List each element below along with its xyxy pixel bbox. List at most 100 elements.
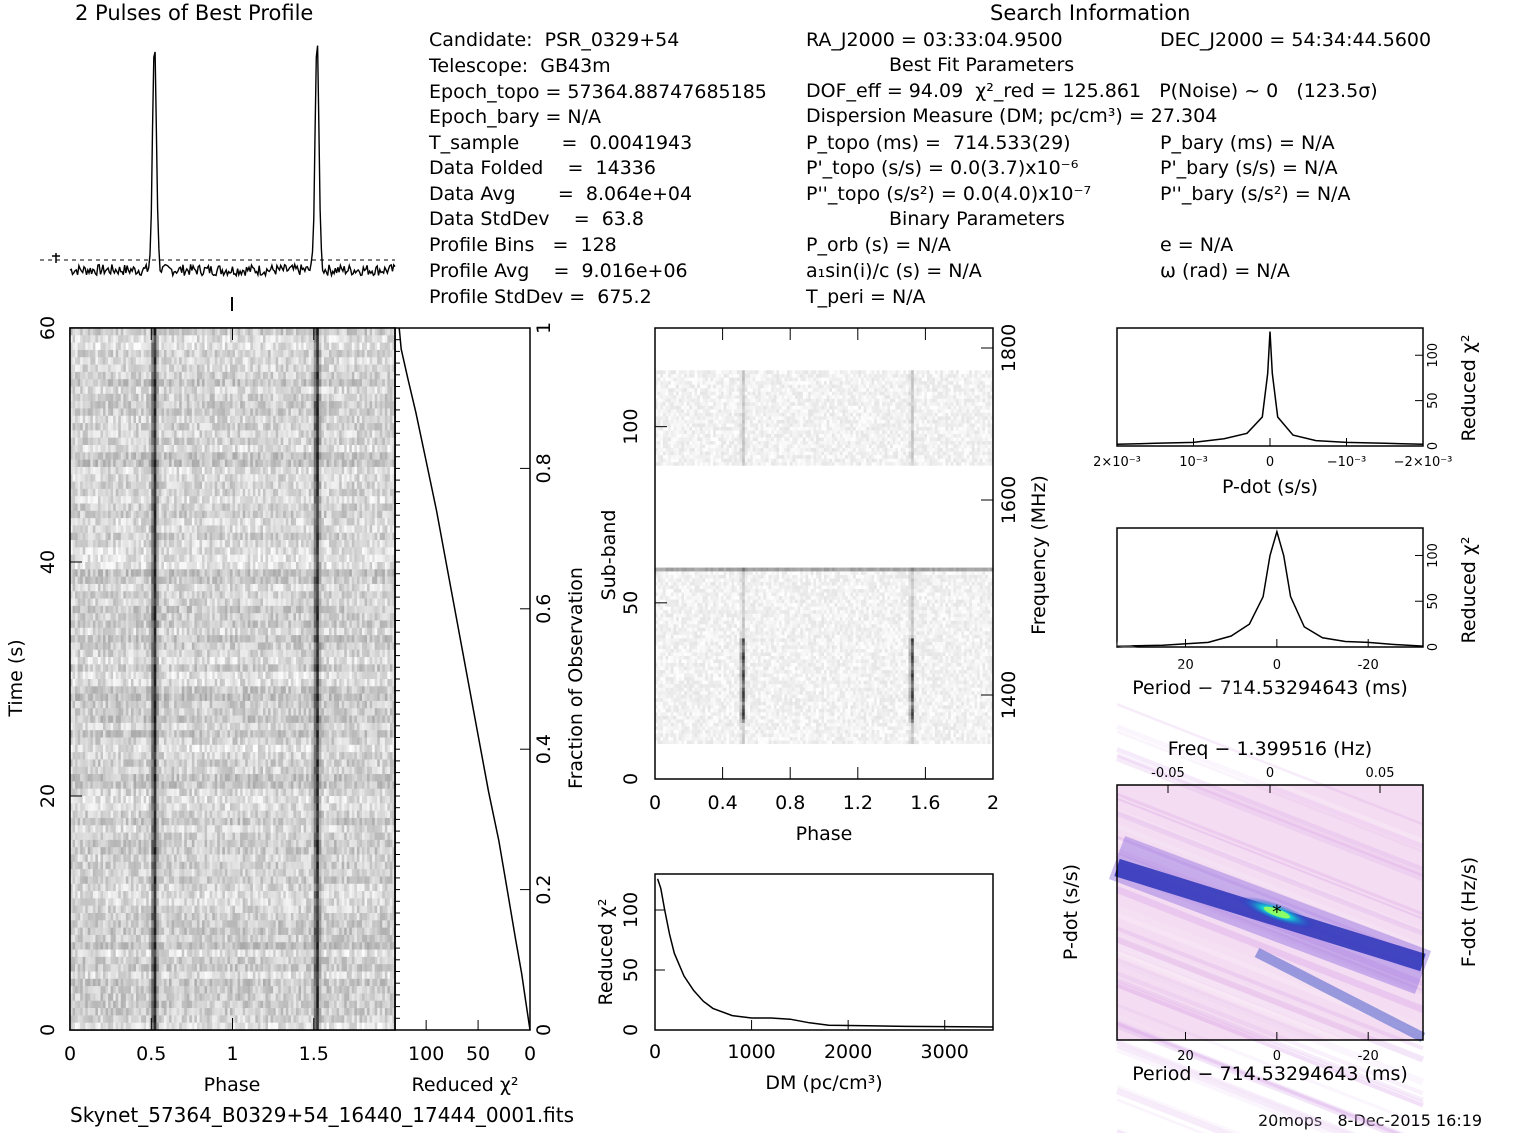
pddot-bary-line: P''_bary (s/s²) = N/A bbox=[1160, 183, 1350, 205]
time-phase-ylabel: Time (s) bbox=[5, 639, 27, 717]
ppdot-x2tick-label: 0 bbox=[1266, 766, 1274, 781]
subband-y2label: Frequency (MHz) bbox=[1028, 475, 1050, 635]
pdot-topo-line: P'_topo (s/s) = 0.0(3.7)x10⁻⁶ bbox=[806, 157, 1078, 179]
binary-heading: Binary Parameters bbox=[889, 208, 1065, 230]
chi-fraction-ylabel: Fraction of Observation bbox=[565, 567, 587, 789]
ptopo-line: P_topo (ms) = 714.533(29) bbox=[806, 132, 1071, 154]
ecc-line: e = N/A bbox=[1160, 234, 1233, 256]
dec-line: DEC_J2000 = 54:34:44.5600 bbox=[1160, 29, 1431, 51]
period-chi-xlabel: Period − 714.53294643 (ms) bbox=[1132, 677, 1408, 699]
dm-chi-line bbox=[656, 878, 994, 1028]
data-avg-line: Data Avg = 8.064e+04 bbox=[429, 183, 692, 205]
pdot-chi-ytick-label: 0 bbox=[1426, 442, 1441, 450]
subband-ytick-label: 0 bbox=[620, 773, 642, 785]
subband-xtick-label: 2 bbox=[987, 792, 999, 814]
ra-line: RA_J2000 = 03:33:04.9500 bbox=[806, 29, 1063, 51]
profile-avg-line: Profile Avg = 9.016e+06 bbox=[429, 260, 688, 282]
period-chi-ytick-label: 100 bbox=[1426, 543, 1441, 568]
dm-chi-xtick-label: 3000 bbox=[921, 1041, 969, 1063]
pdot-chi-xtick-label: 2×10⁻³ bbox=[1093, 455, 1141, 470]
chi-fraction-xlabel: Reduced χ² bbox=[412, 1074, 519, 1096]
pdot-chi-xtick-label: −10⁻³ bbox=[1327, 455, 1367, 470]
pdot-chi-xtick-label: −2×10⁻³ bbox=[1394, 455, 1453, 470]
ppdot-peak-core bbox=[1263, 906, 1291, 919]
subband-xtick-label: 0 bbox=[649, 792, 661, 814]
pdot-chi-xlabel: P-dot (s/s) bbox=[1222, 476, 1318, 498]
subband-y2tick-label: 1600 bbox=[998, 476, 1020, 524]
chi-fraction-xtick-label: 0 bbox=[524, 1043, 536, 1065]
footer-timestamp: 20mops 8-Dec-2015 16:19 bbox=[1258, 1110, 1482, 1132]
epoch-bary-line: Epoch_bary = N/A bbox=[429, 106, 601, 128]
search-info-title: Search Information bbox=[990, 2, 1190, 24]
subband-y2tick-label: 1800 bbox=[998, 324, 1020, 372]
ppdot-best-marker: * bbox=[1272, 902, 1282, 924]
dm-chi-xtick-label: 1000 bbox=[727, 1041, 775, 1063]
subband-ytick-label: 100 bbox=[620, 409, 642, 445]
candidate-line: Candidate: PSR_0329+54 bbox=[429, 29, 679, 51]
subband-xlabel: Phase bbox=[796, 823, 853, 845]
time-phase-xlabel: Phase bbox=[204, 1074, 261, 1096]
subband-ytick-label: 50 bbox=[620, 591, 642, 615]
time-phase-ytick-label: 40 bbox=[37, 550, 59, 574]
ppdot-xtick-label: -20 bbox=[1358, 1049, 1379, 1064]
dm-chi-ytick-label: 50 bbox=[620, 958, 642, 982]
period-chi-xtick-label: 20 bbox=[1177, 658, 1194, 673]
ppdot-xlabel: Period − 714.53294643 (ms) bbox=[1132, 1063, 1408, 1085]
pdot-chi-ytick-label: 100 bbox=[1426, 343, 1441, 368]
time-phase-xtick-label: 0 bbox=[64, 1043, 76, 1065]
period-chi-ytick-label: 50 bbox=[1426, 593, 1441, 610]
pdot-chi-frame bbox=[1116, 327, 1424, 447]
chi-fraction-ytick-label: 0.6 bbox=[533, 594, 555, 624]
ppdot-x2tick-label: -0.05 bbox=[1151, 766, 1185, 781]
subband-y2tick-label: 1400 bbox=[998, 671, 1020, 719]
time-phase-xtick-label: 1.5 bbox=[299, 1043, 329, 1065]
best-fit-heading: Best Fit Parameters bbox=[889, 54, 1074, 76]
subband-xtick-label: 1.6 bbox=[910, 792, 940, 814]
ppdot-ylabel: P-dot (s/s) bbox=[1060, 864, 1082, 960]
epoch-topo-line: Epoch_topo = 57364.88747685185 bbox=[429, 81, 767, 103]
ppdot-xtick-label: 20 bbox=[1177, 1049, 1194, 1064]
dm-line: Dispersion Measure (DM; pc/cm³) = 27.304 bbox=[806, 105, 1217, 127]
time-phase-cells bbox=[70, 328, 396, 1031]
profile-line bbox=[69, 45, 396, 278]
chi-fraction-xtick-label: 50 bbox=[466, 1043, 490, 1065]
dm-chi-xtick-label: 2000 bbox=[824, 1041, 872, 1063]
chi-fraction-frame bbox=[394, 327, 531, 1031]
dm-chi-xtick-label: 0 bbox=[649, 1041, 661, 1063]
pdot-chi-ylabel: Reduced χ² bbox=[1458, 335, 1480, 442]
chi-fraction-ytick-label: 0 bbox=[533, 1024, 555, 1036]
time-phase-ytick-label: 60 bbox=[37, 316, 59, 340]
subband-xtick-label: 0.4 bbox=[707, 792, 737, 814]
subband-frame bbox=[654, 327, 994, 780]
omega-line: ω (rad) = N/A bbox=[1160, 260, 1290, 282]
time-phase-ytick-label: 0 bbox=[37, 1024, 59, 1036]
ppdot-y2label: F-dot (Hz/s) bbox=[1458, 857, 1480, 967]
dm-chi-frame bbox=[654, 873, 994, 1031]
time-phase-ytick-label: 20 bbox=[37, 784, 59, 808]
subband-xtick-label: 0.8 bbox=[775, 792, 805, 814]
chi-fraction-line bbox=[398, 327, 531, 1031]
asini-line: a₁sin(i)/c (s) = N/A bbox=[806, 260, 982, 282]
chi-fraction-ytick-label: 1 bbox=[533, 322, 555, 334]
data-folded-line: Data Folded = 14336 bbox=[429, 157, 656, 179]
period-chi-ylabel: Reduced χ² bbox=[1458, 537, 1480, 644]
ppdot-band-lower bbox=[1254, 948, 1426, 1042]
data-stddev-line: Data StdDev = 63.8 bbox=[429, 208, 644, 230]
chi-fraction-ytick-label: 0.4 bbox=[533, 734, 555, 764]
subband-xtick-label: 1.2 bbox=[843, 792, 873, 814]
period-chi-frame bbox=[1116, 527, 1424, 648]
period-chi-ytick-label: 0 bbox=[1426, 643, 1441, 651]
profile-stddev-line: Profile StdDev = 675.2 bbox=[429, 286, 652, 308]
chi-fraction-ytick-label: 0.2 bbox=[533, 874, 555, 904]
profile-title: 2 Pulses of Best Profile bbox=[75, 2, 313, 24]
period-chi-line bbox=[1116, 528, 1424, 647]
dof-line: DOF_eff = 94.09 χ²_red = 125.861 P(Noise… bbox=[806, 80, 1378, 102]
dm-chi-ytick-label: 0 bbox=[620, 1024, 642, 1036]
dm-chi-ytick-label: 100 bbox=[620, 892, 642, 928]
subband-cells bbox=[655, 370, 994, 745]
pdot-chi-xtick-label: 10⁻³ bbox=[1179, 455, 1208, 470]
pdot-chi-ytick-label: 50 bbox=[1426, 392, 1441, 409]
dm-chi-xlabel: DM (pc/cm³) bbox=[765, 1072, 882, 1094]
